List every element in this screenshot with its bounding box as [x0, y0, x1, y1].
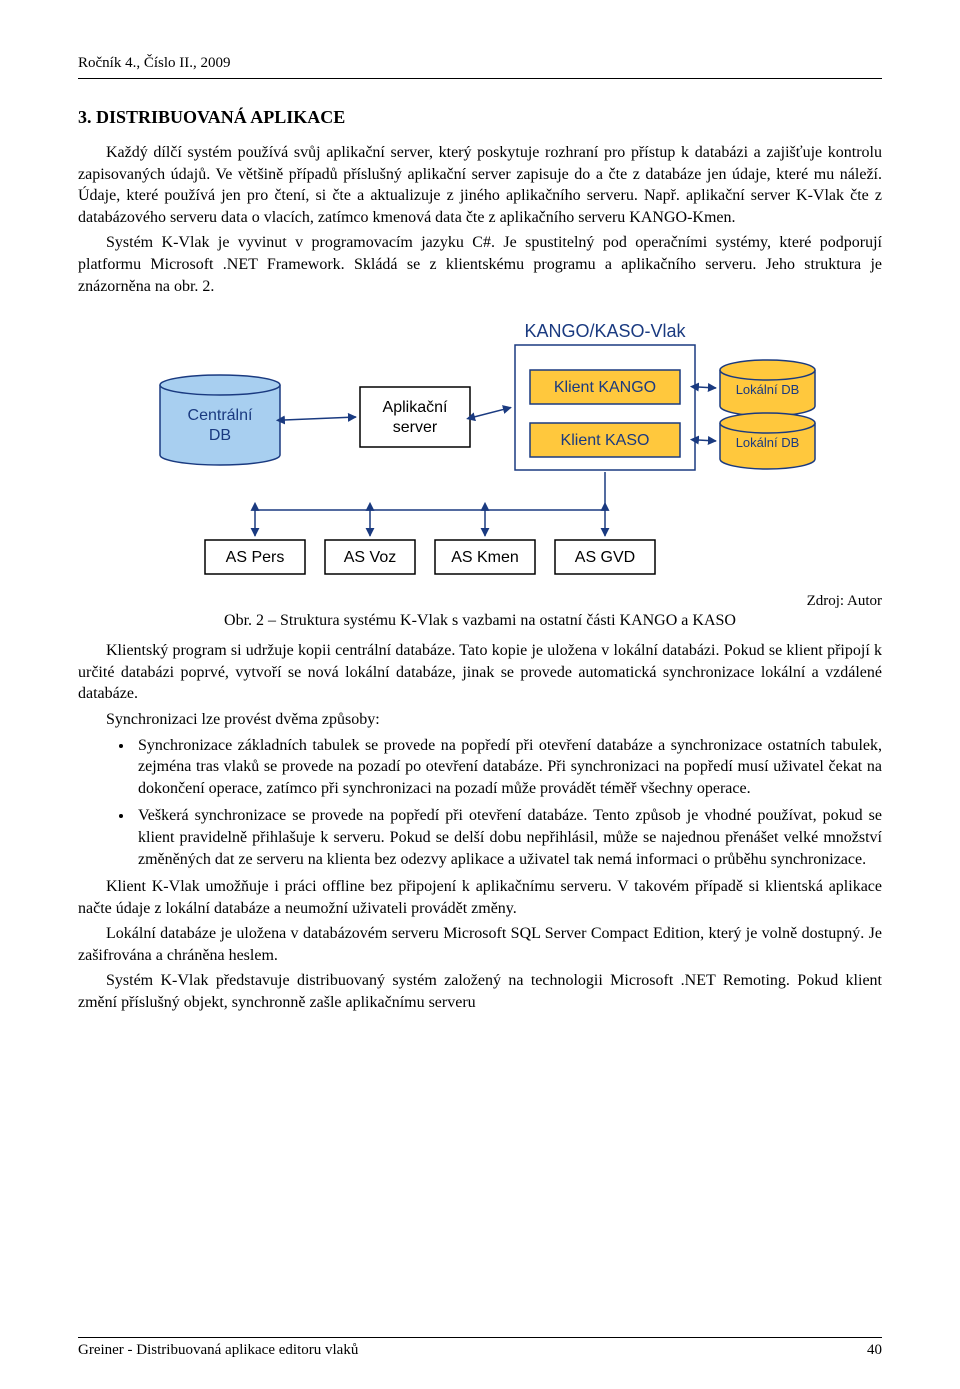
svg-text:server: server	[393, 419, 438, 436]
svg-text:DB: DB	[209, 427, 231, 444]
svg-text:Klient KASO: Klient KASO	[561, 432, 650, 449]
paragraph-2: Systém K-Vlak je vyvinut v programovacím…	[78, 232, 882, 297]
svg-text:AS Pers: AS Pers	[226, 549, 285, 566]
section-title: 3. DISTRIBUOVANÁ APLIKACE	[78, 107, 882, 128]
paragraph-5: Klient K-Vlak umožňuje i práci offline b…	[78, 876, 882, 919]
svg-text:Aplikační: Aplikační	[383, 399, 448, 416]
paragraph-7: Systém K-Vlak představuje distribuovaný …	[78, 970, 882, 1013]
architecture-diagram: Centrální DB Aplikační server KANGO/KASO-Vla…	[135, 315, 825, 585]
page-footer: Greiner - Distribuovaná aplikace editoru…	[78, 1337, 882, 1359]
figure-caption: Obr. 2 – Struktura systému K-Vlak s vazb…	[78, 612, 882, 630]
caption-source: Zdroj: Autor	[78, 593, 882, 610]
svg-text:AS Voz: AS Voz	[344, 549, 396, 566]
header-rule	[78, 78, 882, 79]
svg-text:AS Kmen: AS Kmen	[451, 549, 519, 566]
svg-text:Lokální DB: Lokální DB	[736, 435, 800, 450]
footer-left: Greiner - Distribuovaná aplikace editoru…	[78, 1342, 358, 1359]
svg-text:KANGO/KASO-Vlak: KANGO/KASO-Vlak	[524, 321, 686, 341]
paragraph-3: Klientský program si udržuje kopii centr…	[78, 640, 882, 705]
list-item: Synchronizace základních tabulek se prov…	[134, 735, 882, 800]
svg-text:AS GVD: AS GVD	[575, 549, 635, 566]
svg-text:Klient KANGO: Klient KANGO	[554, 379, 656, 396]
svg-text:Centrální: Centrální	[188, 407, 253, 424]
bullet-list: Synchronizace základních tabulek se prov…	[78, 735, 882, 871]
footer-right: 40	[867, 1342, 882, 1359]
svg-text:Lokální DB: Lokální DB	[736, 382, 800, 397]
list-item: Veškerá synchronizace se provede na popř…	[134, 805, 882, 870]
paragraph-6: Lokální databáze je uložena v databázové…	[78, 923, 882, 966]
paragraph-4: Synchronizaci lze provést dvěma způsoby:	[78, 709, 882, 731]
page-header: Ročník 4., Číslo II., 2009	[78, 55, 882, 72]
paragraph-1: Každý dílčí systém používá svůj aplikačn…	[78, 142, 882, 228]
